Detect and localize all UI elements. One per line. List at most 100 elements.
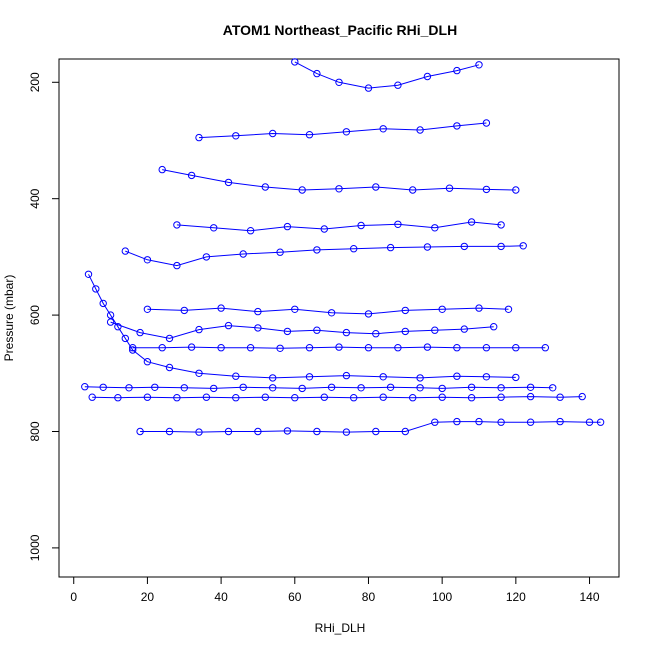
data-point (342, 428, 351, 436)
data-point (173, 221, 181, 229)
data-point (106, 311, 115, 319)
y-axis: 200 400 600 800 1000 (28, 72, 60, 561)
data-point (460, 242, 468, 251)
data-point (283, 327, 292, 336)
data-point (320, 393, 328, 401)
data-point (84, 270, 93, 278)
data-point (313, 427, 321, 436)
data-point (423, 343, 432, 351)
data-point (357, 221, 365, 230)
data-point (364, 84, 373, 92)
data-point (313, 246, 321, 254)
data-point (490, 323, 498, 331)
series-line (84, 386, 553, 389)
data-point (497, 384, 505, 392)
data-point (423, 243, 432, 251)
data-point (210, 224, 218, 232)
y-axis-label: Pressure (mbar) (2, 275, 16, 362)
data-point (217, 304, 225, 312)
data-point (276, 248, 284, 256)
data-point (431, 326, 439, 334)
data-point (143, 305, 152, 313)
data-point (526, 392, 535, 401)
data-point (254, 427, 262, 436)
series-line (125, 245, 524, 267)
data-point (180, 306, 189, 315)
data-point (394, 344, 402, 352)
data-point (114, 394, 122, 402)
x-tick-label: 20 (141, 590, 155, 604)
x-tick-label: 0 (70, 590, 77, 604)
data-point (246, 227, 255, 235)
data-point (482, 373, 491, 381)
y-tick-label: 200 (28, 72, 42, 92)
x-tick-label: 100 (432, 590, 452, 604)
data-point (386, 243, 395, 252)
data-point (342, 128, 351, 136)
data-point (254, 324, 262, 332)
data-point (165, 363, 174, 372)
y-tick-label: 600 (28, 305, 42, 325)
data-point (276, 344, 284, 352)
data-point (416, 384, 424, 392)
data-point (246, 344, 255, 352)
data-point (239, 250, 247, 258)
series-line (88, 274, 516, 379)
data-point (269, 374, 277, 382)
data-point (401, 306, 409, 315)
data-point (453, 372, 461, 380)
data-point (512, 186, 520, 194)
data-point (283, 222, 292, 231)
data-point (327, 309, 336, 317)
data-point (431, 418, 439, 426)
x-tick-label: 40 (214, 590, 228, 604)
data-point (291, 305, 299, 313)
data-point (202, 393, 211, 401)
data-point (232, 372, 240, 380)
data-point (195, 325, 203, 334)
data-point (224, 178, 233, 187)
data-point (313, 69, 321, 78)
data-point (114, 323, 122, 331)
data-point (210, 384, 218, 393)
data-point (224, 321, 233, 330)
data-point (151, 383, 159, 391)
chart-title: ATOM1 Northeast_Pacific RHi_DLH (223, 22, 457, 38)
data-point (269, 129, 277, 138)
data-point (460, 325, 468, 333)
data-point (438, 393, 446, 401)
data-point (556, 417, 564, 426)
data-point (232, 132, 240, 140)
data-point (261, 393, 269, 401)
data-point (423, 72, 432, 81)
data-point (401, 327, 409, 336)
data-point (305, 131, 314, 139)
data-point (482, 119, 491, 127)
data-point (497, 418, 505, 426)
data-point (445, 184, 454, 192)
x-axis-label: RHi_DLH (315, 621, 366, 635)
data-point (416, 374, 424, 382)
data-point (453, 122, 461, 130)
data-point (475, 61, 483, 69)
data-point (379, 373, 387, 381)
y-tick-label: 800 (28, 421, 42, 441)
series-line (294, 61, 480, 89)
data-point (106, 318, 115, 326)
data-point (88, 393, 96, 401)
data-point (224, 427, 233, 436)
data-point (335, 78, 343, 87)
data-point (291, 58, 299, 66)
y-tick-label: 1000 (28, 534, 42, 561)
data-point (143, 256, 152, 264)
data-point (217, 344, 225, 352)
series-line (92, 396, 583, 399)
data-point (195, 133, 203, 142)
data-point (394, 81, 402, 89)
data-point (379, 125, 387, 133)
data-point (158, 165, 166, 174)
data-point (143, 393, 152, 401)
data-point (121, 247, 130, 255)
series-layer (81, 58, 605, 436)
